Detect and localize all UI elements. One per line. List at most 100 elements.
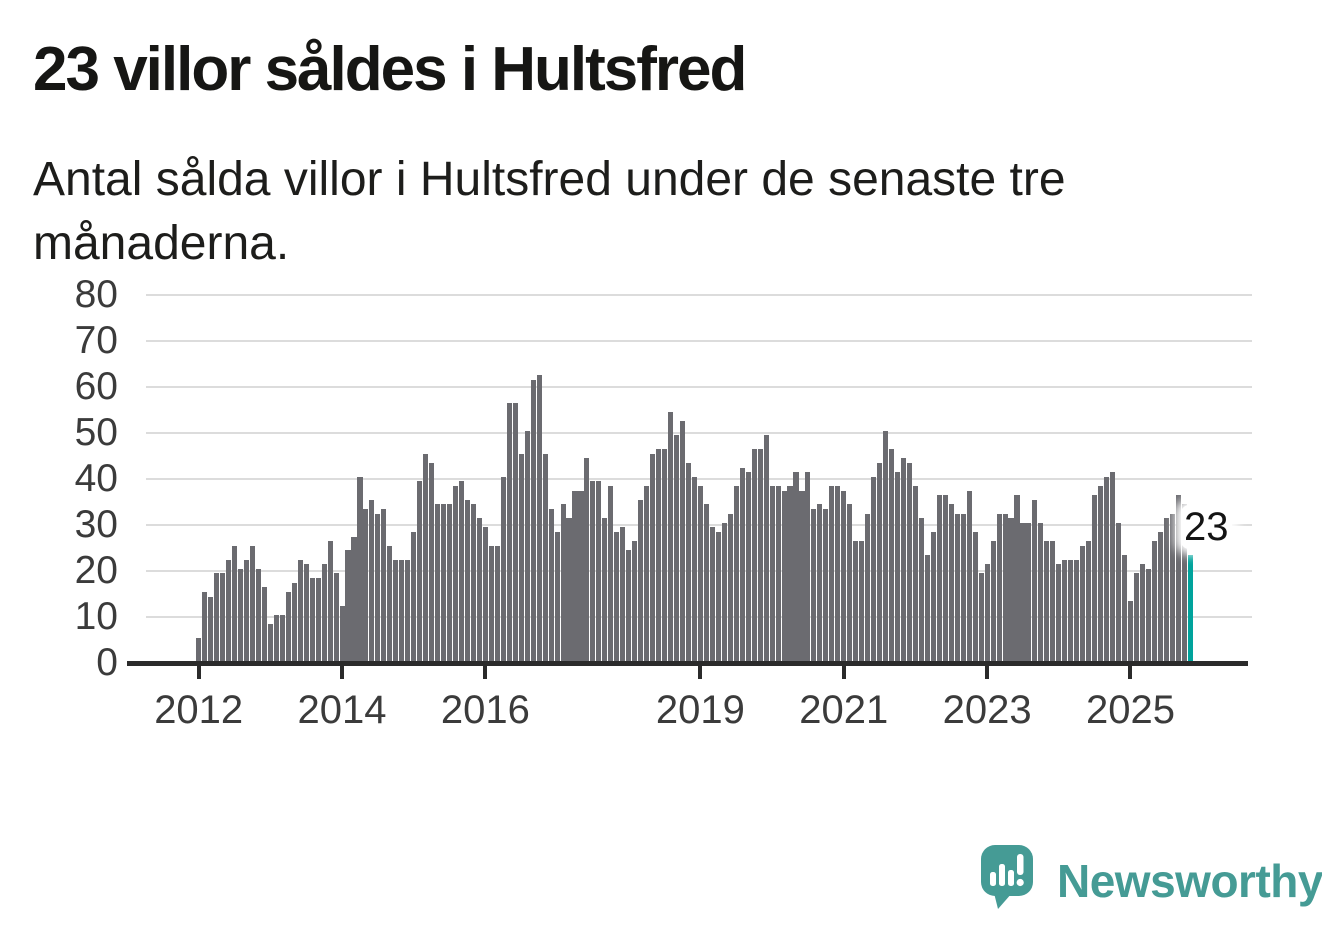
bar [889, 449, 895, 661]
bar [614, 532, 620, 661]
bar [255, 568, 261, 661]
bar [972, 532, 978, 661]
bar [1068, 559, 1074, 661]
bar [381, 509, 387, 661]
bar [297, 559, 303, 661]
gridline-y-70 [146, 339, 1252, 342]
bar [590, 481, 596, 661]
bar [793, 472, 799, 661]
bar [572, 490, 578, 661]
y-axis-label-40: 40 [74, 456, 118, 500]
bar [202, 591, 208, 661]
bar [452, 485, 459, 661]
bar [775, 485, 781, 661]
y-axis-label-70: 70 [74, 318, 118, 362]
gridline-y-80 [146, 293, 1252, 296]
bar [267, 624, 273, 661]
y-axis-label-0: 0 [96, 641, 118, 684]
chart-subtitle-line-2: månaderna. [33, 217, 290, 270]
bar [1038, 522, 1044, 661]
bar [1062, 559, 1068, 661]
x-axis-label-2016: 2016 [440, 688, 530, 732]
page-title: 23 villor såldes i Hultsfred [33, 35, 747, 104]
bar [608, 485, 614, 661]
bar [900, 458, 907, 661]
x-axis-tick-2016 [483, 666, 488, 679]
bar [375, 513, 381, 661]
bar [877, 462, 883, 661]
bar [1133, 573, 1139, 661]
bar [1080, 545, 1086, 661]
bar [632, 541, 638, 661]
y-axis-label-80: 80 [74, 272, 118, 316]
bar [745, 472, 751, 661]
bar [363, 509, 369, 661]
bar [429, 462, 435, 661]
bar [518, 453, 524, 661]
bar [811, 509, 817, 661]
bar [423, 453, 429, 661]
bar [1169, 513, 1175, 661]
bar [721, 522, 727, 661]
bar [1026, 522, 1032, 661]
bar [996, 513, 1002, 661]
bar-highlight-latest [1187, 555, 1193, 661]
bar [447, 504, 453, 661]
x-axis-tick-2025 [1128, 666, 1133, 679]
bar [918, 518, 924, 661]
x-axis-label-2019: 2019 [655, 688, 745, 732]
gridline-y-60 [146, 385, 1252, 388]
x-axis-tick-2019 [698, 666, 703, 679]
bar [673, 435, 680, 661]
bar [751, 449, 757, 661]
bar [638, 499, 644, 661]
bar [709, 527, 715, 661]
bar [930, 532, 936, 661]
bar [196, 637, 202, 661]
bar [279, 614, 285, 661]
newsworthy-speech-bubble-chart-icon [981, 845, 1033, 909]
bar [1020, 522, 1026, 661]
bar [829, 485, 835, 661]
x-axis-tick-2021 [841, 666, 846, 679]
bar [685, 462, 692, 661]
bar [309, 578, 315, 661]
x-axis-label-2023: 2023 [942, 688, 1032, 732]
bar [494, 545, 500, 661]
bar [978, 573, 984, 661]
bar [345, 550, 351, 661]
bar [339, 605, 345, 661]
bar [530, 380, 536, 661]
bar [512, 403, 518, 661]
bar [261, 587, 267, 661]
bar [441, 504, 447, 661]
bar [1104, 476, 1110, 661]
bar [602, 518, 608, 661]
bar [1014, 495, 1020, 661]
bar [1008, 518, 1014, 661]
bar [960, 513, 966, 661]
bar [1157, 532, 1163, 661]
bar [1115, 522, 1122, 661]
bar [458, 481, 465, 661]
bar [620, 527, 626, 661]
bar [894, 472, 901, 661]
bar [482, 527, 488, 661]
bar [554, 532, 560, 661]
bar [1032, 499, 1038, 661]
bar [1121, 555, 1128, 661]
highlight-value-label: 23 [1181, 505, 1232, 549]
bar [954, 513, 960, 661]
bar [500, 476, 506, 661]
bar [865, 513, 871, 661]
bar [781, 490, 787, 661]
bar [220, 573, 226, 661]
bar [853, 541, 859, 661]
bar [369, 499, 375, 661]
bar [799, 490, 805, 661]
bar [1086, 541, 1092, 661]
bar [249, 545, 255, 661]
bar [871, 476, 877, 661]
bar [560, 504, 566, 661]
newsworthy-logo: Newsworthy [981, 845, 1322, 911]
